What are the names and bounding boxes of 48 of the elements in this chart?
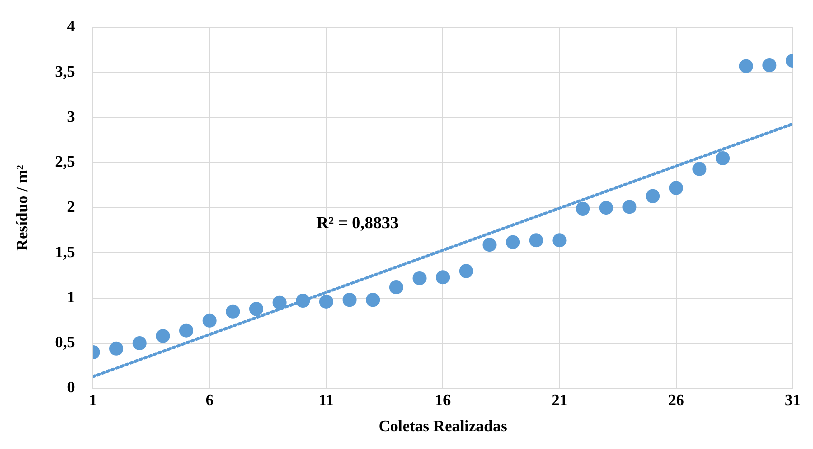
point — [529, 234, 544, 248]
x-tick-label: 11 — [318, 392, 334, 410]
point — [366, 293, 380, 308]
y-tick-label: 1,5 — [55, 244, 76, 262]
y-tick-label: 2,5 — [55, 154, 76, 172]
point — [622, 200, 637, 214]
point — [716, 151, 730, 166]
x-tick-label: 6 — [206, 392, 214, 410]
x-tick-label: 1 — [89, 392, 98, 410]
y-tick-label: 3 — [67, 108, 76, 126]
point — [506, 235, 520, 250]
y-tick-label: 2 — [67, 199, 76, 216]
point — [576, 202, 590, 216]
point — [389, 280, 404, 295]
point — [342, 293, 357, 308]
point — [296, 294, 310, 308]
point — [132, 336, 147, 350]
x-tick-label: 26 — [668, 392, 684, 410]
point — [739, 59, 754, 74]
x-tick-label: 21 — [552, 392, 568, 410]
point — [762, 58, 777, 73]
x-tick-label: 16 — [435, 392, 452, 410]
point — [156, 329, 170, 344]
point — [180, 324, 194, 338]
x-axis-title: Coletas Realizadas — [378, 418, 508, 436]
annotation: R² = 0,8833 — [316, 213, 399, 232]
point — [669, 181, 684, 196]
point — [226, 304, 240, 319]
point — [459, 264, 474, 278]
point — [482, 238, 497, 252]
y-tick-label: 0,5 — [55, 334, 76, 352]
point — [272, 296, 287, 310]
x-tick-label: 31 — [785, 392, 801, 410]
point — [202, 314, 217, 328]
point — [249, 302, 264, 316]
point — [436, 270, 450, 285]
point — [412, 271, 427, 286]
point — [599, 201, 614, 216]
y-tick-label: 3,5 — [55, 64, 76, 81]
point — [692, 162, 707, 176]
y-tick-label: 1 — [67, 289, 76, 306]
point — [110, 342, 124, 356]
y-axis-title: Resíduo / m² — [14, 165, 32, 251]
point — [319, 294, 334, 309]
y-tick-label: 0 — [67, 380, 76, 397]
point — [646, 189, 660, 204]
y-tick-label: 4 — [67, 18, 76, 36]
point — [552, 234, 567, 248]
